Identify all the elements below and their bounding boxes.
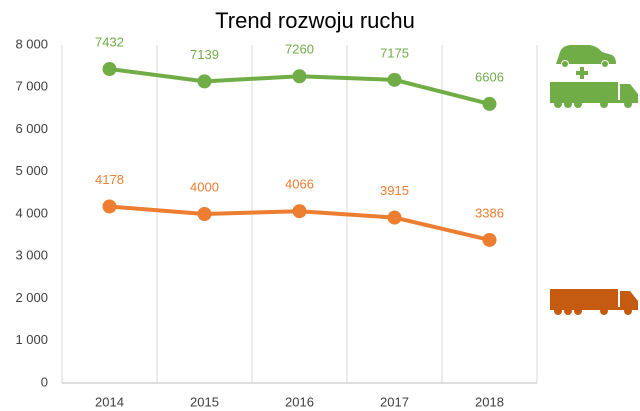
y-tick-label: 5 000 [15, 163, 48, 178]
data-point [482, 232, 497, 247]
data-point [102, 61, 117, 76]
y-tick-label: 2 000 [15, 290, 48, 305]
data-label: 7260 [285, 42, 314, 57]
data-label: 4000 [190, 179, 219, 194]
x-tick-label: 2014 [95, 394, 124, 409]
y-tick-label: 7 000 [15, 79, 48, 94]
data-point [197, 207, 212, 221]
data-label: 6606 [475, 69, 504, 84]
y-tick-label: 8 000 [15, 36, 48, 51]
data-point [387, 210, 402, 225]
data-point [102, 199, 117, 214]
data-point [387, 72, 402, 87]
data-point [197, 74, 212, 89]
data-label: 4178 [95, 172, 124, 187]
data-label: 7175 [380, 45, 409, 60]
x-tick-label: 2018 [475, 394, 504, 409]
y-tick-label: 0 [41, 374, 48, 389]
y-tick-label: 1 000 [15, 332, 48, 347]
data-label: 3915 [380, 183, 409, 198]
x-tick-label: 2017 [380, 394, 409, 409]
legend-icon-car-truck [550, 45, 638, 108]
data-point [292, 69, 307, 84]
data-label: 3386 [475, 205, 504, 220]
x-tick-label: 2015 [190, 394, 219, 409]
x-tick-label: 2016 [285, 394, 314, 409]
y-tick-label: 3 000 [15, 248, 48, 263]
data-point [482, 96, 497, 111]
data-label: 7139 [190, 47, 219, 62]
plot-frame [61, 45, 538, 384]
y-tick-label: 4 000 [15, 205, 48, 220]
chart-title: Trend rozwoju ruchu [215, 8, 415, 33]
data-label: 7432 [95, 34, 124, 49]
data-point [292, 204, 307, 219]
legend-icon-truck [550, 289, 638, 315]
y-tick-label: 6 000 [15, 121, 48, 136]
data-label: 4066 [285, 177, 314, 192]
